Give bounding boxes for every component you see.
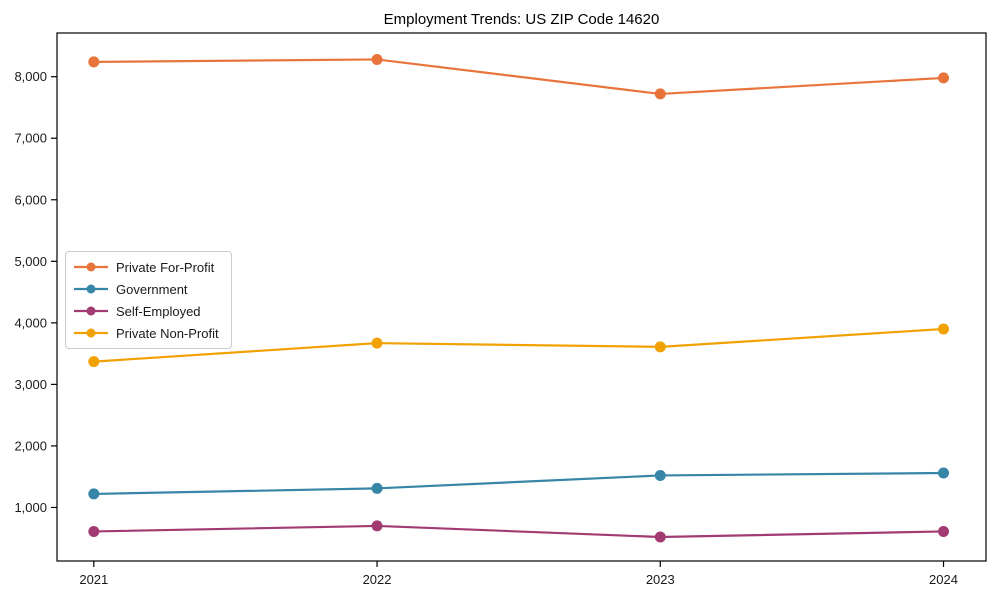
y-tick-label: 7,000 — [14, 131, 47, 146]
series-point-private-non-profit — [371, 337, 383, 349]
chart-title: Employment Trends: US ZIP Code 14620 — [383, 11, 660, 28]
legend-label: Private Non-Profit — [116, 325, 219, 341]
legend-item-private-for-profit: Private For-Profit — [74, 259, 219, 275]
legend-label: Self-Employed — [116, 303, 201, 319]
series-line-government — [93, 471, 944, 496]
series-point-private-for-profit — [88, 56, 100, 68]
series-point-private-non-profit — [654, 341, 666, 353]
legend-item-government: Government — [74, 281, 219, 297]
y-tick-label: 1,000 — [14, 500, 47, 515]
legend-label: Private For-Profit — [116, 259, 215, 275]
legend-marker-self-employed — [74, 306, 108, 316]
y-tick-label: 5,000 — [14, 254, 47, 269]
y-tick-label: 3,000 — [14, 377, 47, 392]
y-tick-label: 6,000 — [14, 192, 47, 207]
legend-marker-private-non-profit — [74, 328, 108, 338]
legend-item-self-employed: Self-Employed — [74, 303, 219, 319]
series-point-self-employed — [938, 525, 950, 537]
legend-marker-private-for-profit — [74, 262, 108, 272]
series-line-private-non-profit — [93, 327, 944, 363]
legend-marker-government — [74, 284, 108, 294]
series-point-self-employed — [654, 531, 666, 543]
series-point-government — [88, 488, 100, 500]
legend: Private For-Profit Government Self-Employe… — [65, 251, 232, 349]
series-point-private-non-profit — [938, 323, 950, 335]
legend-dot — [86, 306, 96, 316]
series-point-government — [938, 467, 950, 479]
legend-dot — [86, 328, 96, 338]
series-point-government — [654, 469, 666, 481]
series-point-private-non-profit — [88, 356, 100, 368]
x-tick-label: 2021 — [79, 572, 108, 587]
y-tick-label: 8,000 — [14, 69, 47, 84]
legend-item-private-non-profit: Private Non-Profit — [74, 325, 219, 341]
series-point-self-employed — [371, 520, 383, 532]
series-point-private-for-profit — [938, 72, 950, 84]
series-line-self-employed — [93, 524, 944, 539]
y-tick-label: 4,000 — [14, 315, 47, 330]
plot-border — [56, 32, 987, 562]
x-tick-label: 2023 — [646, 572, 675, 587]
series-line-private-for-profit — [93, 58, 944, 96]
series-point-private-for-profit — [371, 53, 383, 65]
x-tick-label: 2024 — [929, 572, 958, 587]
y-tick-label: 2,000 — [14, 438, 47, 453]
series-point-government — [371, 482, 383, 494]
series-point-private-for-profit — [654, 88, 666, 100]
x-tick-label: 2022 — [363, 572, 392, 587]
series-point-self-employed — [88, 525, 100, 537]
legend-dot — [86, 284, 96, 294]
legend-label: Government — [116, 281, 188, 297]
legend-dot — [86, 262, 96, 272]
